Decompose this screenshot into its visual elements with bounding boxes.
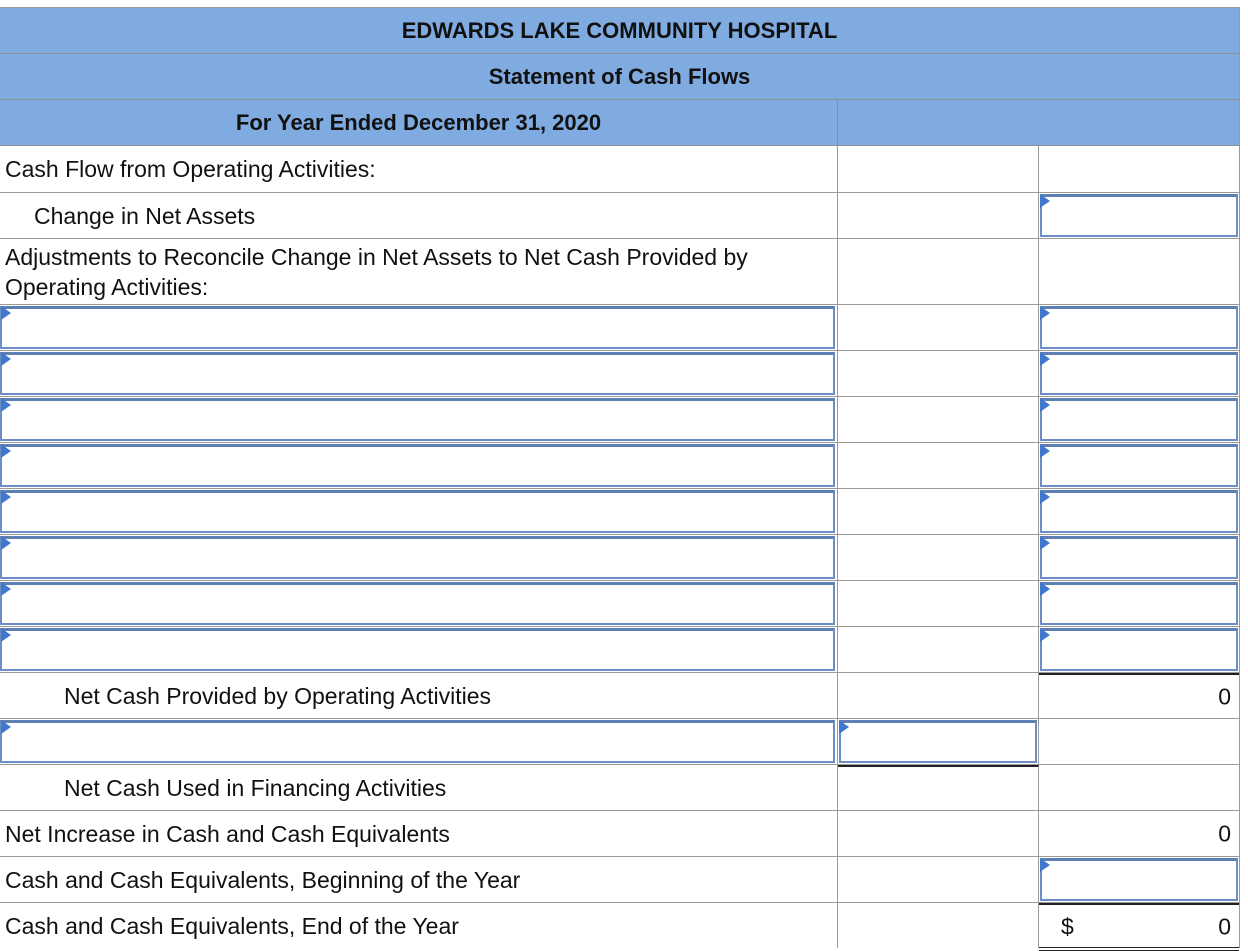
dropdown-marker-icon [1, 628, 11, 642]
net-cash-financing-row: Net Cash Used in Financing Activities [0, 765, 1239, 811]
adjustment-description-input[interactable] [0, 490, 835, 533]
dropdown-marker-icon [1040, 398, 1050, 412]
dropdown-marker-icon [1040, 536, 1050, 550]
change-net-assets-label: Change in Net Assets [34, 202, 256, 229]
cash-end-label: Cash and Cash Equivalents, End of the Ye… [5, 912, 459, 939]
financing-description-input[interactable] [0, 720, 835, 763]
net-increase-value: 0 [1218, 820, 1231, 846]
adjustment-amount-input[interactable] [1040, 306, 1238, 349]
adjustment-description-input[interactable] [0, 306, 835, 349]
financing-amount-input[interactable] [839, 720, 1037, 763]
dropdown-marker-icon [839, 720, 849, 734]
adjustment-description-input[interactable] [0, 398, 835, 441]
operating-heading-row: Cash Flow from Operating Activities: [0, 146, 1239, 193]
cash-end-row: Cash and Cash Equivalents, End of the Ye… [0, 903, 1239, 951]
dropdown-marker-icon [1040, 490, 1050, 504]
adjustment-description-input[interactable] [0, 444, 835, 487]
double-underline [1039, 947, 1239, 951]
dropdown-marker-icon [1, 352, 11, 366]
header-filler [838, 100, 1239, 146]
dropdown-marker-icon [1, 536, 11, 550]
adjustment-amount-input[interactable] [1040, 352, 1238, 395]
dropdown-marker-icon [1040, 194, 1050, 208]
dropdown-marker-icon [1, 398, 11, 412]
net-increase-label: Net Increase in Cash and Cash Equivalent… [5, 820, 450, 847]
adjustment-row [0, 489, 1239, 535]
company-name-header: EDWARDS LAKE COMMUNITY HOSPITAL [0, 8, 1239, 54]
financing-activity-row [0, 719, 1239, 765]
adjustments-heading-label: Adjustments to Reconcile Change in Net A… [5, 244, 748, 300]
dropdown-marker-icon [1, 444, 11, 458]
adjustment-description-input[interactable] [0, 536, 835, 579]
adjustment-amount-input[interactable] [1040, 444, 1238, 487]
adjustment-description-input[interactable] [0, 352, 835, 395]
statement-period-header: For Year Ended December 31, 2020 [0, 100, 838, 146]
adjustment-amount-input[interactable] [1040, 536, 1238, 579]
dropdown-marker-icon [1040, 306, 1050, 320]
adjustment-row [0, 581, 1239, 627]
dropdown-marker-icon [1, 582, 11, 596]
net-increase-row: Net Increase in Cash and Cash Equivalent… [0, 811, 1239, 857]
company-name: EDWARDS LAKE COMMUNITY HOSPITAL [401, 17, 838, 43]
adjustment-row [0, 305, 1239, 351]
adjustment-amount-input[interactable] [1040, 582, 1238, 625]
dropdown-marker-icon [1040, 858, 1050, 872]
adjustment-row [0, 397, 1239, 443]
adjustment-amount-input[interactable] [1040, 398, 1238, 441]
net-cash-operating-value: 0 [1218, 683, 1231, 709]
dropdown-marker-icon [1, 490, 11, 504]
dropdown-marker-icon [1, 720, 11, 734]
adjustment-amount-input[interactable] [1040, 628, 1238, 671]
cash-beginning-row: Cash and Cash Equivalents, Beginning of … [0, 857, 1239, 903]
net-cash-operating-row: Net Cash Provided by Operating Activitie… [0, 673, 1239, 719]
change-net-assets-input[interactable] [1040, 194, 1238, 237]
cash-end-value: 0 [1218, 913, 1231, 939]
adjustment-description-input[interactable] [0, 582, 835, 625]
dropdown-marker-icon [1040, 352, 1050, 366]
adjustment-row [0, 535, 1239, 581]
dropdown-marker-icon [1040, 582, 1050, 596]
adjustment-description-input[interactable] [0, 628, 835, 671]
cash-beginning-input[interactable] [1040, 858, 1238, 901]
currency-symbol: $ [1061, 913, 1074, 939]
adjustment-row [0, 443, 1239, 489]
adjustments-heading-row: Adjustments to Reconcile Change in Net A… [0, 239, 1239, 305]
net-cash-operating-label: Net Cash Provided by Operating Activitie… [64, 682, 491, 709]
adjustment-row [0, 351, 1239, 397]
dropdown-marker-icon [1040, 628, 1050, 642]
statement-period: For Year Ended December 31, 2020 [235, 109, 602, 135]
dropdown-marker-icon [1, 306, 11, 320]
change-net-assets-row: Change in Net Assets [0, 193, 1239, 239]
cash-flow-statement: EDWARDS LAKE COMMUNITY HOSPITAL Statemen… [0, 7, 1240, 951]
adjustment-row [0, 627, 1239, 673]
cash-beginning-label: Cash and Cash Equivalents, Beginning of … [5, 866, 521, 893]
statement-title-header: Statement of Cash Flows [0, 54, 1239, 100]
adjustment-amount-input[interactable] [1040, 490, 1238, 533]
operating-heading-label: Cash Flow from Operating Activities: [5, 156, 376, 182]
dropdown-marker-icon [1040, 444, 1050, 458]
statement-title: Statement of Cash Flows [488, 63, 751, 89]
net-cash-financing-label: Net Cash Used in Financing Activities [64, 774, 447, 801]
